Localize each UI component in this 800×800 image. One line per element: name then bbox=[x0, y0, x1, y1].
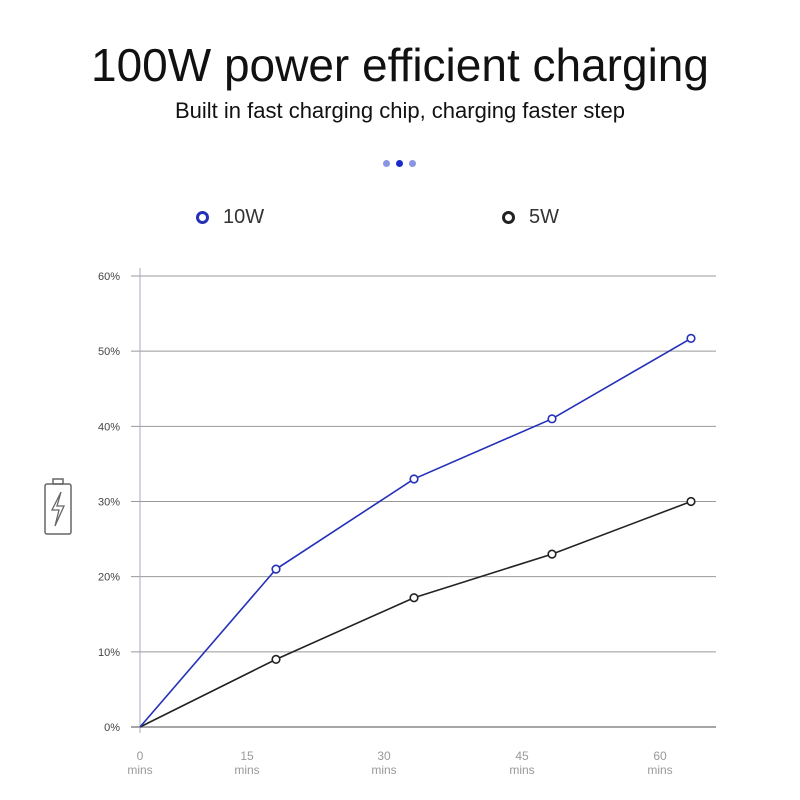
legend-label: 5W bbox=[529, 206, 559, 228]
data-point-10w bbox=[271, 564, 281, 574]
x-tick-unit: mins bbox=[509, 763, 534, 777]
y-tick-label: 10% bbox=[98, 647, 120, 659]
x-tick-label: 30 bbox=[377, 749, 391, 763]
page-title: 100W power efficient charging bbox=[91, 39, 709, 91]
y-tick-label: 40% bbox=[98, 421, 120, 433]
series-line-5w bbox=[139, 500, 692, 728]
x-tick-label: 0 bbox=[137, 749, 144, 763]
carousel-indicator[interactable] bbox=[383, 160, 416, 167]
data-point-5w bbox=[547, 549, 557, 559]
legend-label: 10W bbox=[223, 206, 265, 228]
legend-marker-icon bbox=[502, 211, 515, 224]
carousel-dot-active[interactable] bbox=[396, 160, 403, 167]
y-tick-label: 0% bbox=[104, 722, 120, 734]
data-point-5w bbox=[686, 496, 696, 507]
y-tick-label: 50% bbox=[98, 346, 120, 358]
carousel-dot[interactable] bbox=[409, 160, 416, 167]
legend-marker-icon bbox=[196, 211, 209, 224]
x-tick-label: 15 bbox=[240, 749, 254, 763]
legend-item-5w: 5W bbox=[502, 206, 559, 229]
data-point-10w bbox=[409, 474, 419, 484]
x-tick-unit: mins bbox=[127, 763, 152, 777]
data-point-5w bbox=[409, 593, 419, 603]
y-tick-label: 60% bbox=[98, 271, 120, 283]
data-point-10w bbox=[547, 414, 557, 424]
legend-item-10w: 10W bbox=[196, 206, 264, 229]
y-tick-label: 30% bbox=[98, 497, 120, 509]
page-subtitle: Built in fast charging chip, charging fa… bbox=[174, 98, 626, 123]
data-point-10w bbox=[686, 333, 696, 343]
x-tick-label: 45 bbox=[515, 749, 529, 763]
x-tick-unit: mins bbox=[234, 763, 259, 777]
x-tick-label: 60 bbox=[653, 749, 667, 763]
x-tick-unit: mins bbox=[647, 763, 672, 777]
y-tick-label: 20% bbox=[98, 572, 120, 584]
battery-charging-icon bbox=[44, 478, 72, 535]
x-tick-unit: mins bbox=[371, 763, 396, 777]
carousel-dot[interactable] bbox=[383, 160, 390, 167]
data-point-5w bbox=[271, 654, 281, 664]
